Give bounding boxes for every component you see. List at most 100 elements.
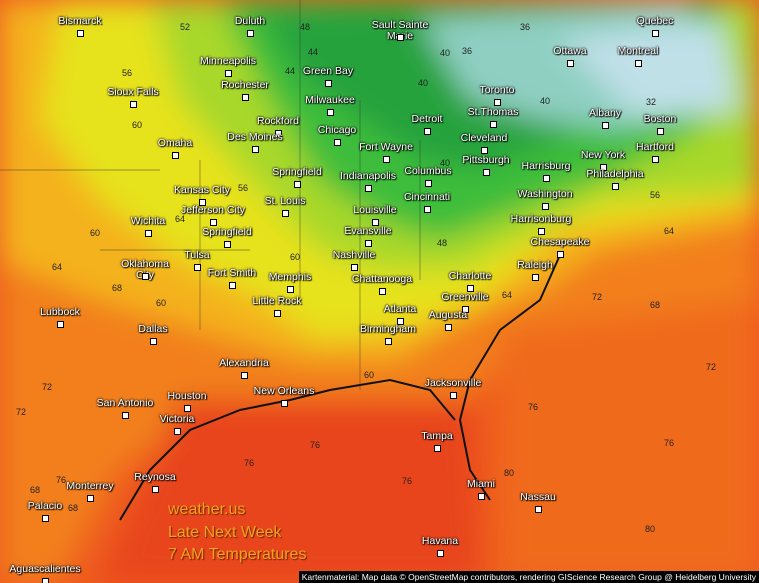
contour-label: 68 [650,300,661,310]
contour-label: 40 [540,96,551,106]
city-marker [242,94,249,101]
contour-label: 36 [520,22,531,32]
city-label: Greenville [441,291,489,303]
subtitle: Late Next Week [168,524,282,541]
city-label: Palacio [27,500,63,512]
city-marker [42,578,49,583]
city-label: Tampa [421,430,453,442]
city-marker [535,506,542,513]
city-label: Jacksonville [424,377,482,389]
city-label: Memphis [268,271,312,283]
city-marker [241,372,248,379]
city-label: Havana [421,535,459,547]
city-label: Harrisonburg [510,213,572,225]
city-marker [334,139,341,146]
city-marker [274,310,281,317]
city-label: Green Bay [302,65,354,77]
contour-label: 64 [502,290,513,300]
city-label: Toronto [479,84,515,96]
brand: weather.us [168,501,246,518]
city-marker [462,306,469,313]
city-label: Springfield [272,166,322,178]
city-marker [294,181,301,188]
contour-label: 76 [56,475,67,485]
city-marker [481,147,488,154]
contour-label: 80 [504,468,515,478]
city-marker [425,180,432,187]
city-marker [543,175,550,182]
city-marker [327,109,334,116]
city-label: Jefferson City [181,204,245,216]
subtitle: 7 AM Temperatures [168,546,307,563]
city-label: Quebec [636,15,674,27]
city-marker [437,550,444,557]
city-label: Bismarck [58,15,102,27]
contour-label: 64 [175,214,186,224]
city-label: Alexandria [219,357,269,369]
city-label: Minneapolis [199,55,257,67]
city-label: Monterrey [66,480,114,492]
city-label: Duluth [234,15,266,27]
city-label: St.Thomas [467,106,519,118]
city-marker [600,164,607,171]
contour-label: 76 [310,440,321,450]
city-marker [383,156,390,163]
city-marker [478,493,485,500]
city-label: Miami [467,478,495,490]
city-label: Rochester [221,79,269,91]
city-label: Little Rock [252,295,302,307]
city-label: Victoria [159,413,195,425]
contour-label: 60 [364,370,375,380]
city-label: Wichita [130,215,166,227]
city-marker [657,128,664,135]
city-marker [434,445,441,452]
city-marker [445,324,452,331]
city-marker [602,122,609,129]
contour-label: 60 [90,228,101,238]
city-label: Chattanooga [351,273,413,285]
city-marker [210,219,217,226]
city-label: Cincinnati [403,191,451,203]
contour-label: 60 [290,252,301,262]
city-label: Ottawa [553,45,587,57]
city-label: Rockford [256,115,299,127]
city-label: Harrisburg [521,160,571,172]
city-marker [450,392,457,399]
contour-label: 48 [300,22,311,32]
contour-label: 56 [238,183,249,193]
city-marker [150,338,157,345]
city-marker [42,515,49,522]
city-marker [145,230,152,237]
city-marker [424,128,431,135]
city-marker [142,273,149,280]
city-label: Des Moines [227,131,283,143]
city-marker [172,152,179,159]
contour-label: 72 [592,292,603,302]
city-marker [194,264,201,271]
city-marker [152,486,159,493]
city-label: Kansas City [173,184,231,196]
city-marker [325,80,332,87]
contour-label: 52 [180,22,191,32]
city-marker [252,146,259,153]
contour-label: 60 [132,120,143,130]
city-marker [247,30,254,37]
contour-label: 64 [52,262,63,272]
city-marker [130,101,137,108]
city-marker [424,206,431,213]
city-marker [635,60,642,67]
contour-label: 56 [122,68,133,78]
city-marker [365,240,372,247]
city-label: Columbus [404,165,452,177]
city-marker [385,338,392,345]
city-label: Milwaukee [305,94,355,106]
contour-label: 72 [706,362,717,372]
attribution: Kartenmaterial: Map data © OpenStreetMap… [298,571,759,583]
contour-label: 72 [42,382,53,392]
city-marker [567,60,574,67]
contour-label: 60 [156,298,167,308]
city-marker [490,121,497,128]
city-marker [483,169,490,176]
city-label: Chicago [317,124,357,136]
